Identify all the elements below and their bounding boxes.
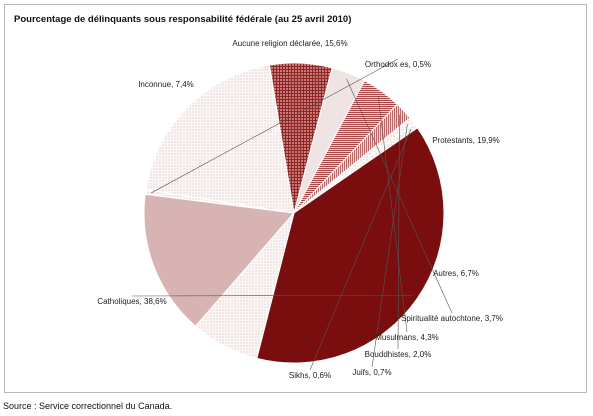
- slice-label-catholiques: Catholiques, 38,6%: [97, 297, 166, 306]
- slice-label-protestants: Protestants, 19,9%: [432, 136, 500, 145]
- leader-line-catholiques: [131, 294, 413, 297]
- slice-label-orthodox-es: Orthodox es, 0,5%: [365, 60, 431, 69]
- leader-line-orthodox-es: [151, 58, 399, 194]
- leader-line-musulmans: [377, 96, 408, 333]
- slice-label-spiritualite-autochtone: Spiritualité autochtone, 3,7%: [401, 314, 503, 323]
- leader-line-sikhs: [309, 128, 412, 371]
- slice-label-autres: Autres, 6,7%: [433, 269, 479, 278]
- source-note: Source : Service correctionnel du Canada…: [3, 401, 173, 411]
- pie-slice-catholiques: [256, 127, 445, 364]
- slice-label-aucune-religion-declaree: Aucune religion déclarée, 15,6%: [232, 39, 347, 48]
- pie-slice-aucune-religion-declaree: [143, 193, 295, 327]
- leader-line-juifs: [371, 124, 408, 368]
- slice-label-musulmans: Musulmans, 4,3%: [375, 333, 439, 342]
- pie-slice-inconnue: [194, 212, 295, 359]
- slice-label-juifs: Juifs, 0,7%: [352, 368, 391, 377]
- chart-title: Pourcentage de délinquants sous responsa…: [14, 14, 352, 25]
- leader-line-bouddhistes: [397, 114, 400, 350]
- slice-label-inconnue: Inconnue, 7,4%: [138, 80, 194, 89]
- slice-label-sikhs: Sikhs, 0,6%: [289, 371, 331, 380]
- slice-label-bouddhistes: Bouddhistes, 2,0%: [365, 350, 432, 359]
